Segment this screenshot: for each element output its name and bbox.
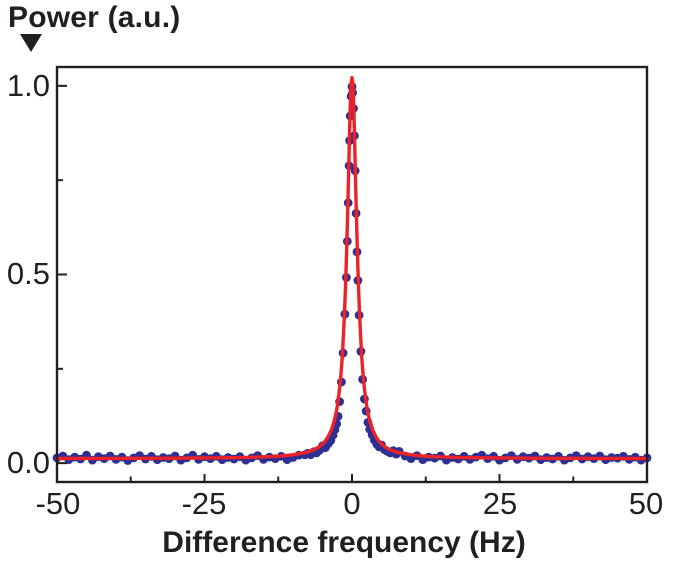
x-tick-label-neg25: -25 xyxy=(181,486,227,521)
x-tick-label-neg50: -50 xyxy=(35,486,81,521)
x-tick-label-25: 25 xyxy=(482,486,518,521)
y-tick-label-0.0: 0.0 xyxy=(6,445,50,480)
triangle-down-icon xyxy=(20,34,42,52)
y-tick-label-1.0: 1.0 xyxy=(6,68,50,103)
y-axis-title: Power (a.u.) xyxy=(8,1,181,34)
x-axis-title: Difference frequency (Hz) xyxy=(162,526,526,559)
plot-frame xyxy=(55,65,649,484)
x-tick-label-50: 50 xyxy=(628,486,664,521)
x-tick-label-0: 0 xyxy=(343,486,361,521)
y-tick-label-0.5: 0.5 xyxy=(6,256,50,291)
lorentzian-fit-line xyxy=(55,75,649,461)
